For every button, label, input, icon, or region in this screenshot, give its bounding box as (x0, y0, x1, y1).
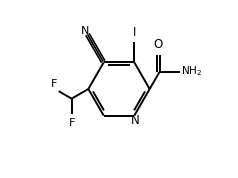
Text: I: I (133, 26, 136, 39)
Text: F: F (69, 117, 75, 128)
Text: F: F (51, 79, 57, 89)
Text: N: N (130, 114, 139, 127)
Text: O: O (154, 38, 163, 51)
Text: N: N (81, 26, 90, 36)
Text: NH$_2$: NH$_2$ (181, 65, 202, 78)
